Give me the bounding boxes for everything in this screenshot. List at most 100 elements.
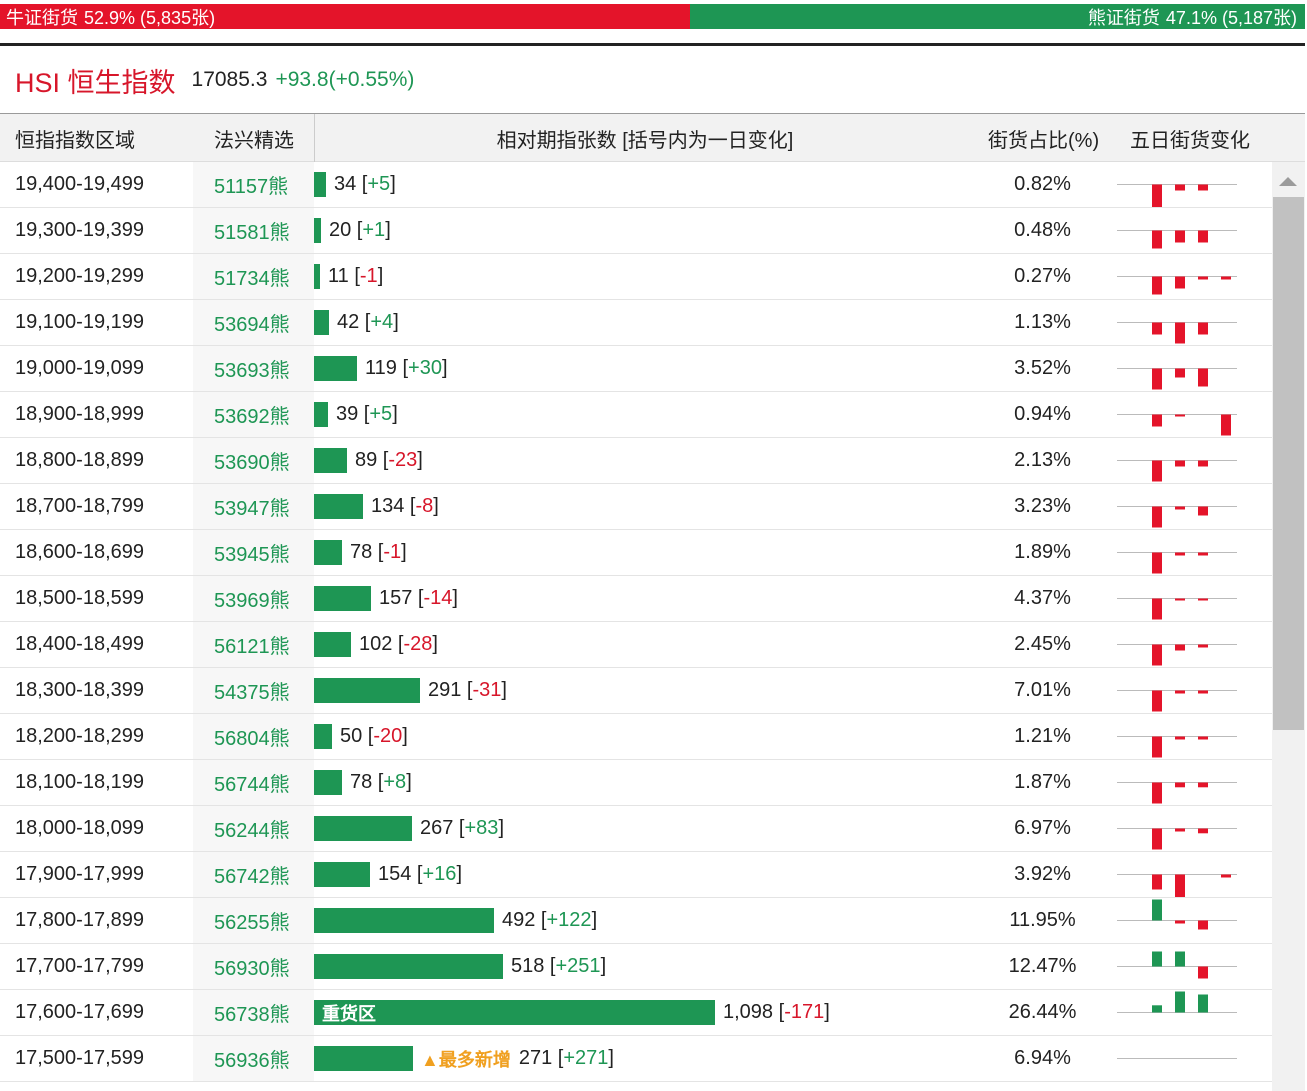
sparkbar-day-1 [1152, 414, 1162, 427]
sparkbar-day-1 [1152, 951, 1162, 967]
warrant-code-link[interactable]: 56738熊 [193, 990, 314, 1035]
warrant-code-link[interactable]: 51157熊 [193, 162, 314, 207]
warrant-code-link[interactable]: 56244熊 [193, 806, 314, 851]
warrant-code-link[interactable]: 53969熊 [193, 576, 314, 621]
five-day-sparkbar [1115, 944, 1240, 989]
count-bar [314, 862, 370, 887]
relative-count-cell: ▲最多新增 271 [+271] [314, 1036, 974, 1081]
daily-change: -8 [415, 495, 434, 517]
count-value: 134 [371, 495, 405, 517]
share-pct-cell: 1.87% [1014, 771, 1071, 793]
share-pct-cell: 6.97% [1014, 817, 1071, 839]
warrant-code-link[interactable]: 53693熊 [193, 346, 314, 391]
relative-count-cell: 89 [-23] [314, 438, 974, 483]
count-label: 271 [+271] [518, 1047, 614, 1069]
five-day-sparkbar [1115, 484, 1240, 529]
relative-count-cell: 78 [-1] [314, 530, 974, 575]
share-pct-cell: 1.21% [1014, 725, 1071, 747]
sparkbar-day-1 [1152, 322, 1162, 335]
scrollbar-thumb[interactable] [1273, 197, 1304, 730]
relative-count-cell: 50 [-20] [314, 714, 974, 759]
count-label: 89 [-23] [355, 449, 423, 471]
relative-count-cell: 102 [-28] [314, 622, 974, 667]
table-row: 17,600-17,699 56738熊 重货区 1,098 [-171] 26.44% [0, 990, 1272, 1036]
count-bar [314, 770, 342, 795]
count-bar [314, 264, 320, 289]
sparkbar-day-2 [1175, 368, 1185, 378]
share-pct-cell: 6.94% [1014, 1047, 1071, 1069]
five-day-chart [1117, 460, 1237, 482]
range-cell: 18,400-18,499 [15, 633, 145, 655]
index-change: +93.8(+0.55%) [275, 68, 415, 91]
count-label: 291 [-31] [428, 679, 507, 701]
warrant-code-link[interactable]: 56804熊 [193, 714, 314, 759]
sparkbar-day-1 [1152, 1005, 1162, 1013]
daily-change: -14 [423, 587, 453, 609]
count-label: 78 [+8] [350, 771, 412, 793]
bear-pct: 47.1% (5,187张) [1165, 7, 1297, 28]
warrant-code-link[interactable]: 53945熊 [193, 530, 314, 575]
five-day-sparkbar [1115, 392, 1240, 437]
sparkbar-day-2 [1175, 184, 1185, 191]
warrant-code-link[interactable]: 56930熊 [193, 944, 314, 989]
warrant-code-link[interactable]: 56255熊 [193, 898, 314, 943]
count-value: 11 [328, 265, 349, 287]
sparkbar-day-1 [1152, 552, 1162, 574]
table-row: 17,800-17,899 56255熊 492 [+122] 11.95% [0, 898, 1272, 944]
warrant-code-link[interactable]: 53692熊 [193, 392, 314, 437]
daily-change: +122 [546, 909, 592, 931]
table-row: 18,600-18,699 53945熊 78 [-1] 1.89% [0, 530, 1272, 576]
count-bar [314, 448, 347, 473]
count-bar [314, 1046, 413, 1071]
count-value: 1,098 [723, 1001, 774, 1023]
warrant-code-link[interactable]: 51734熊 [193, 254, 314, 299]
daily-change: +5 [369, 403, 393, 425]
scroll-up-arrow-icon[interactable] [1279, 177, 1297, 186]
index-name: HSI 恒生指数 [15, 67, 176, 98]
table-row: 18,500-18,599 53969熊 157 [-14] 4.37% [0, 576, 1272, 622]
bull-pct: 52.9% (5,835张) [84, 7, 216, 28]
five-day-chart [1117, 368, 1237, 390]
sparkbar-day-2 [1175, 460, 1185, 467]
count-bar: 重货区 [314, 1000, 715, 1025]
warrant-code-link[interactable]: 56744熊 [193, 760, 314, 805]
relative-count-cell: 267 [+83] [314, 806, 974, 851]
sparkbar-day-3 [1198, 966, 1208, 979]
sparkbar-day-1 [1152, 690, 1162, 712]
warrant-code-link[interactable]: 54375熊 [193, 668, 314, 713]
count-value: 20 [329, 219, 352, 241]
count-label: 157 [-14] [379, 587, 458, 609]
warrant-code-link[interactable]: 53947熊 [193, 484, 314, 529]
share-pct-cell: 4.37% [1014, 587, 1071, 609]
daily-change: -171 [784, 1001, 825, 1023]
sparkbar-day-2 [1175, 874, 1185, 897]
sparkbar-day-3 [1198, 828, 1208, 834]
count-value: 157 [379, 587, 413, 609]
warrant-code-link[interactable]: 53690熊 [193, 438, 314, 483]
warrant-code-link[interactable]: 56936熊 [193, 1036, 314, 1081]
index-quote: HSI 恒生指数 17085.3 +93.8(+0.55%) [15, 60, 414, 100]
daily-change: -1 [383, 541, 402, 563]
sparkbar-day-2 [1175, 506, 1185, 510]
sparkbar-day-2 [1175, 276, 1185, 289]
count-label: 102 [-28] [359, 633, 438, 655]
five-day-chart [1117, 828, 1237, 850]
header-range: 恒指指数区域 [15, 129, 135, 152]
five-day-sparkbar [1115, 806, 1240, 851]
sparkbar-day-3 [1198, 184, 1208, 191]
warrant-code-link[interactable]: 56742熊 [193, 852, 314, 897]
warrant-code-link[interactable]: 53694熊 [193, 300, 314, 345]
daily-change: -20 [373, 725, 403, 747]
daily-change: -31 [472, 679, 502, 701]
count-value: 102 [359, 633, 393, 655]
share-pct-cell: 1.89% [1014, 541, 1071, 563]
warrant-code-link[interactable]: 51581熊 [193, 208, 314, 253]
table-row: 17,500-17,599 56936熊 ▲最多新增 271 [+271] 6.94% [0, 1036, 1272, 1082]
daily-change: +16 [422, 863, 457, 885]
count-value: 78 [350, 541, 373, 563]
count-value: 34 [334, 173, 357, 195]
warrant-code-link[interactable]: 56121熊 [193, 622, 314, 667]
table-row: 18,700-18,799 53947熊 134 [-8] 3.23% [0, 484, 1272, 530]
bull-share-segment: 牛证街货 52.9% (5,835张) [0, 4, 691, 29]
header-five-day: 五日街货变化 [1130, 129, 1250, 152]
